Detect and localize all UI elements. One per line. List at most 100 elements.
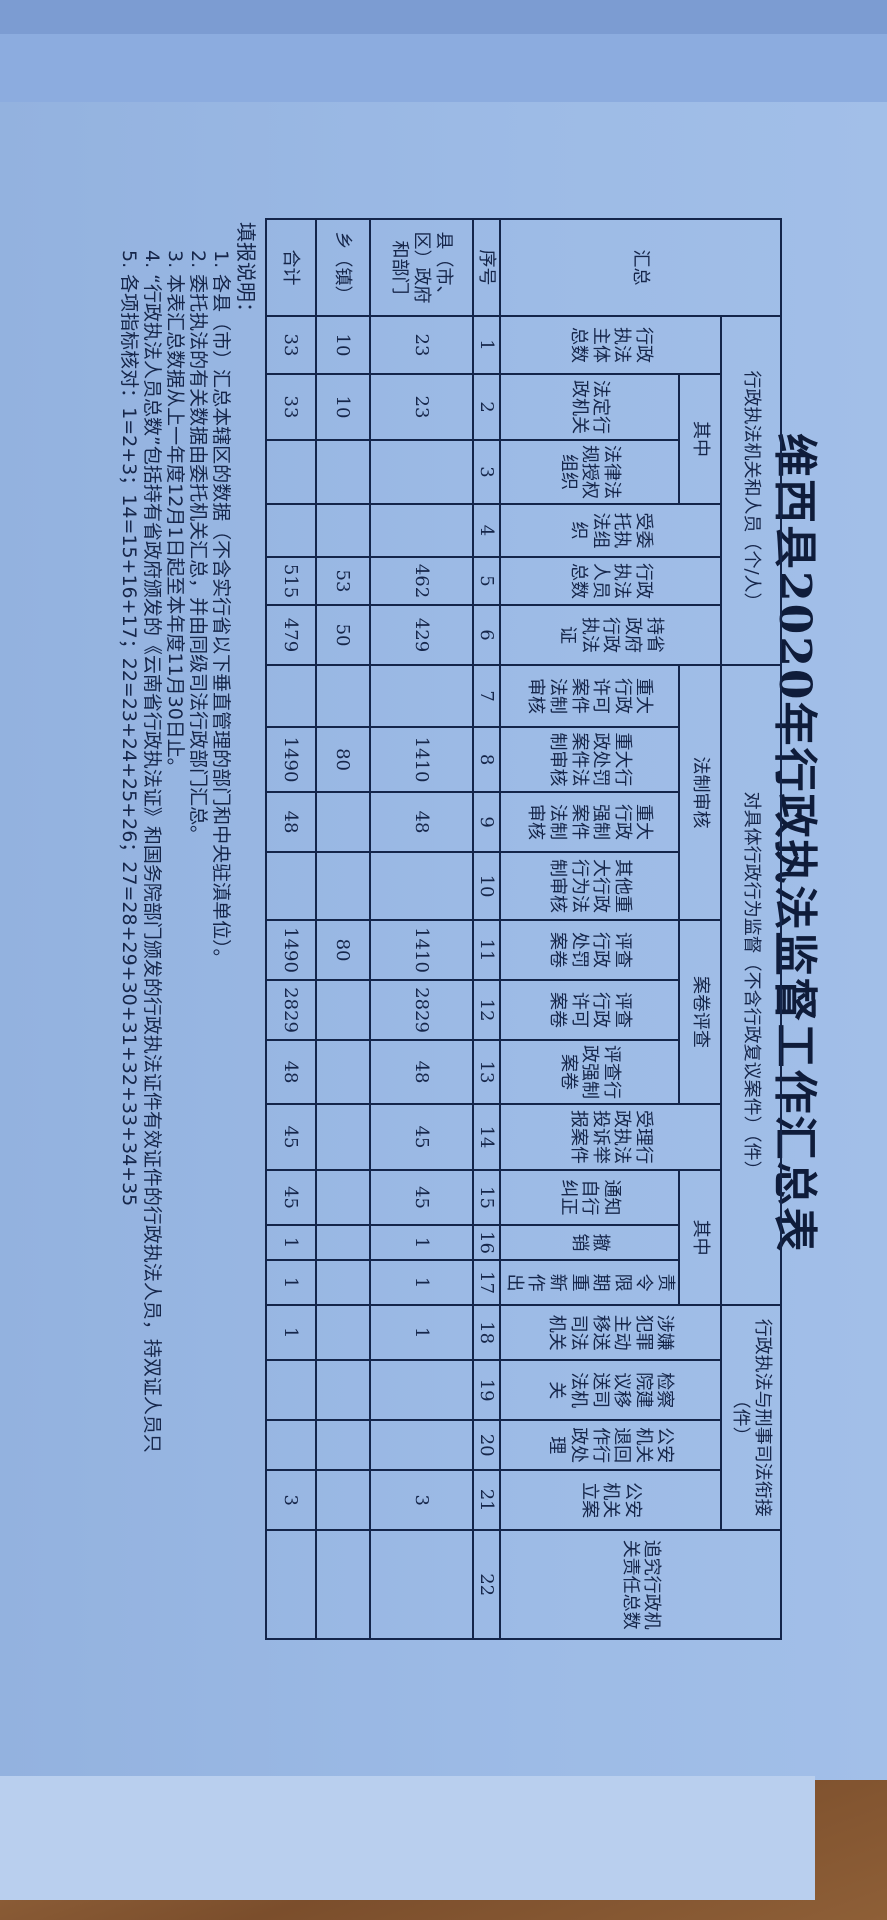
column-number: 6: [472, 605, 501, 666]
table-cell: [315, 1170, 370, 1226]
table-cell: 53: [315, 557, 370, 605]
table-cell: [369, 1530, 473, 1640]
header-col-22: 追究行政机关责任总数: [500, 1530, 781, 1640]
header-col-21: 公安机关立案: [500, 1470, 721, 1531]
table-cell: [315, 1530, 370, 1640]
group-case-review: 案卷评查: [679, 920, 721, 1105]
table-cell: 3: [265, 1470, 316, 1531]
table-cell: 1410: [369, 920, 473, 981]
table-cell: 48: [265, 792, 316, 853]
table-cell: [265, 440, 316, 504]
header-col-4: 受委托执法组织: [500, 504, 721, 557]
table-cell: [369, 1360, 473, 1421]
table-cell: [265, 1420, 316, 1471]
table-cell: 45: [265, 1104, 316, 1171]
table-cell: 1: [265, 1225, 316, 1261]
group-agencies: 行政执法机关和人员（个/人）: [721, 316, 781, 666]
table-cell: 2829: [369, 980, 473, 1041]
lower-paper-sheet: [0, 1776, 815, 1900]
note-line: 2. 委托执法的有关数据由委托机关汇总，并由同级司法行政部门汇总。: [187, 250, 209, 845]
header-col-13: 评查行政强制案卷: [500, 1040, 679, 1105]
column-number: 5: [472, 557, 501, 605]
group-supervision: 对具体行政行为监督（不含行政复议案件）（件）: [721, 665, 781, 1306]
table-cell: 10: [315, 316, 370, 374]
table-cell: 1490: [265, 727, 316, 793]
table-cell: 3: [369, 1470, 473, 1531]
table-cell: 23: [369, 374, 473, 440]
summary-table: 汇总 行政执法机关和人员（个/人） 对具体行政行为监督（不含行政复议案件）（件）…: [265, 218, 782, 1640]
header-col-12: 评查行政许可案卷: [500, 980, 679, 1041]
column-number: 18: [472, 1305, 501, 1361]
column-number: 1: [472, 316, 501, 374]
note-line: 1. 各县（市）汇总本辖区的数据（不含实行省以下垂直管理的部门和中央驻滇单位）。: [210, 250, 232, 968]
column-number: 3: [472, 440, 501, 504]
column-number: 15: [472, 1170, 501, 1226]
header-col-2: 法定行政机关: [500, 374, 679, 440]
table-cell: 1: [369, 1305, 473, 1361]
row-label: 乡（镇）: [315, 219, 370, 316]
table-cell: [315, 792, 370, 853]
header-col-9: 重大行政强制案件法制审核: [500, 792, 679, 853]
table-cell: [315, 980, 370, 1041]
table-cell: [265, 1360, 316, 1421]
table-cell: [315, 1260, 370, 1306]
table-cell: [315, 1305, 370, 1361]
note-line: 3. 本表汇总数据从上一年度12月1日起至本年度11月30日止。: [164, 250, 186, 777]
header-col-11: 评查行政处罚案卷: [500, 920, 679, 981]
group-criminal-link: 行政执法与刑事司法衔接（件）: [721, 1305, 781, 1531]
column-number: 8: [472, 727, 501, 793]
table-cell: [369, 504, 473, 557]
header-col-3: 法律法规授权组织: [500, 440, 679, 504]
table-cell: [315, 1420, 370, 1471]
column-number: 17: [472, 1260, 501, 1306]
notes-heading: 填报说明：: [234, 222, 258, 322]
table-cell: [265, 504, 316, 557]
column-number: 7: [472, 665, 501, 728]
header-col-15: 通知自行纠正: [500, 1170, 679, 1226]
table-cell: 462: [369, 557, 473, 605]
table-cell: 48: [369, 792, 473, 853]
note-line: 4. “行政执法人员总数”包括持有省政府颁发的《云南省行政执法证》和国务院部门颁…: [141, 250, 163, 1453]
column-number: 14: [472, 1104, 501, 1171]
table-cell: 2829: [265, 980, 316, 1041]
table-row: 县（市、区）政府和部门 23 23 462 429 1410 48 1410 2829 48 45 4…: [369, 219, 473, 1640]
filling-instructions: 填报说明： 1. 各县（市）汇总本辖区的数据（不含实行省以下垂直管理的部门和中央…: [117, 222, 258, 1453]
group-legal-review: 法制审核: [679, 665, 721, 921]
table-cell: 1490: [265, 920, 316, 981]
table-cell: [315, 665, 370, 728]
table-cell: [315, 1225, 370, 1261]
column-number: 20: [472, 1420, 501, 1471]
table-cell: 45: [369, 1170, 473, 1226]
table-cell: 1: [265, 1260, 316, 1306]
header-col-6: 持省政府行政执法证: [500, 605, 721, 666]
table-cell: 1410: [369, 727, 473, 793]
header-col-10: 其他重大行政行为法制审核: [500, 852, 679, 921]
header-col-16: 撤销: [500, 1225, 679, 1261]
table-cell: [265, 1530, 316, 1640]
header-col-1: 行政执法主体总数: [500, 316, 721, 374]
table-cell: [315, 440, 370, 504]
background-sheet-top: [0, 0, 887, 34]
table-cell: [369, 1420, 473, 1471]
table-cell: 80: [315, 920, 370, 981]
column-number: 16: [472, 1225, 501, 1261]
header-col-8: 重大行政处罚案件法制审核: [500, 727, 679, 793]
index-label: 序号: [472, 219, 501, 316]
note-line: 5. 各项指标核对：1=2+3；14=15+16+17；22=23+24+25+…: [118, 250, 140, 1207]
row-label: 县（市、区）政府和部门: [369, 219, 473, 316]
table-cell: 515: [265, 557, 316, 605]
background-sheet-second: [0, 34, 887, 103]
column-number: 21: [472, 1470, 501, 1531]
table-cell: [265, 665, 316, 728]
table-cell: 48: [265, 1040, 316, 1105]
group-complaints-of-which: 其中: [679, 1170, 721, 1306]
table-cell: [315, 504, 370, 557]
column-number: 11: [472, 920, 501, 981]
table-cell: [315, 1040, 370, 1105]
table-cell: [315, 1360, 370, 1421]
column-number: 13: [472, 1040, 501, 1105]
table-cell: 45: [369, 1104, 473, 1171]
column-number: 22: [472, 1530, 501, 1640]
table-cell: 479: [265, 605, 316, 666]
